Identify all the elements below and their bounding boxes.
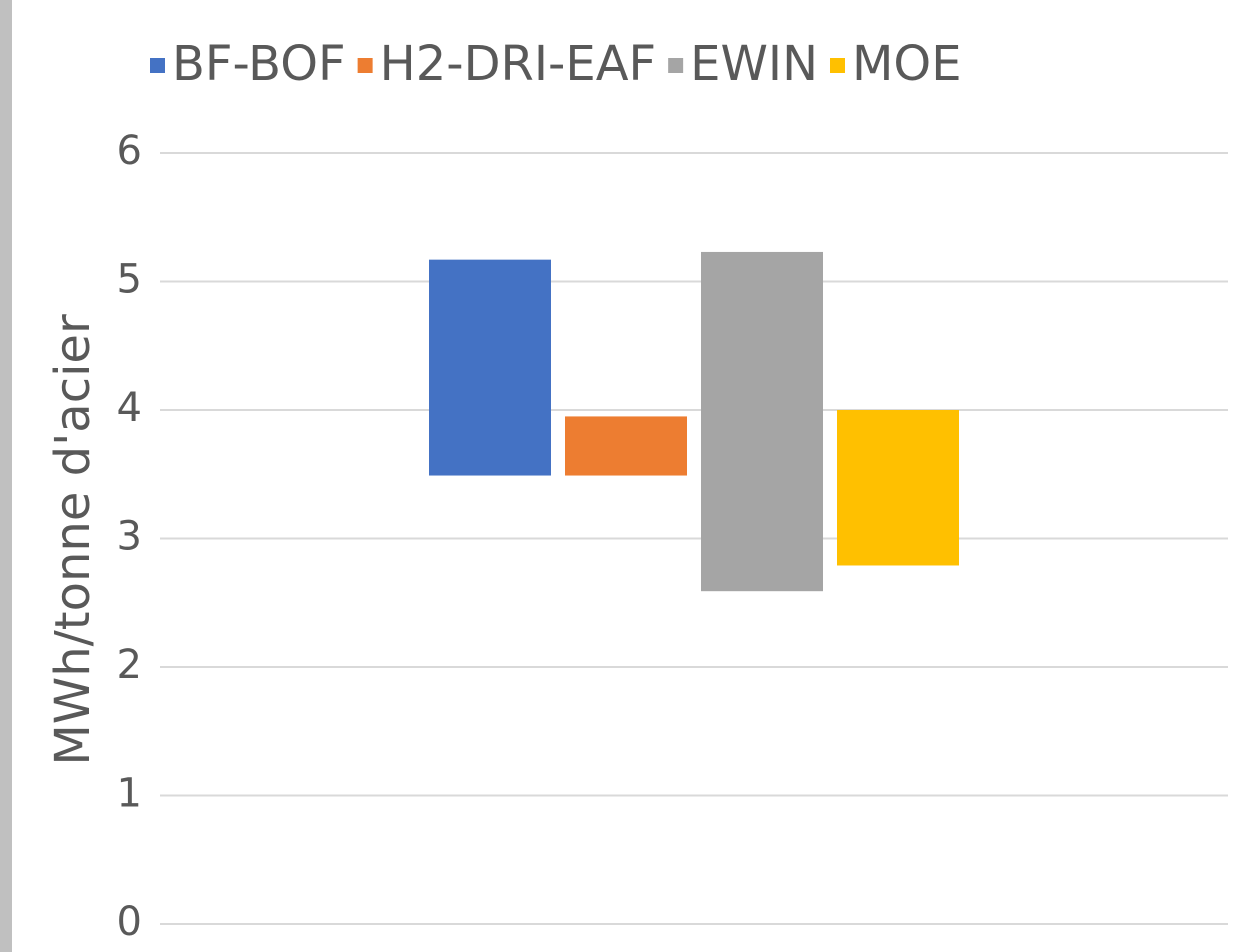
y-tick-label: 3 (117, 514, 142, 560)
legend-label: BF-BOF (172, 36, 346, 92)
side-strip (0, 0, 12, 952)
y-tick-label: 1 (117, 771, 142, 817)
y-tick-label: 2 (117, 642, 142, 688)
bar (837, 410, 959, 566)
y-tick-label: 5 (117, 257, 142, 303)
legend-label: H2-DRI-EAF (380, 36, 657, 92)
bar (701, 251, 823, 592)
legend-label: MOE (852, 36, 962, 92)
bar (429, 259, 551, 476)
legend-swatch (357, 58, 373, 73)
legend-swatch (668, 58, 684, 73)
legend-swatch (830, 58, 845, 73)
y-axis-title: MWh/tonne d'acier (45, 314, 101, 766)
bar (565, 416, 687, 476)
legend-swatch (150, 58, 165, 73)
y-tick-label: 4 (117, 385, 142, 431)
y-tick-label: 6 (117, 128, 142, 174)
y-tick-label: 0 (117, 899, 142, 945)
legend-label: EWIN (690, 36, 818, 92)
